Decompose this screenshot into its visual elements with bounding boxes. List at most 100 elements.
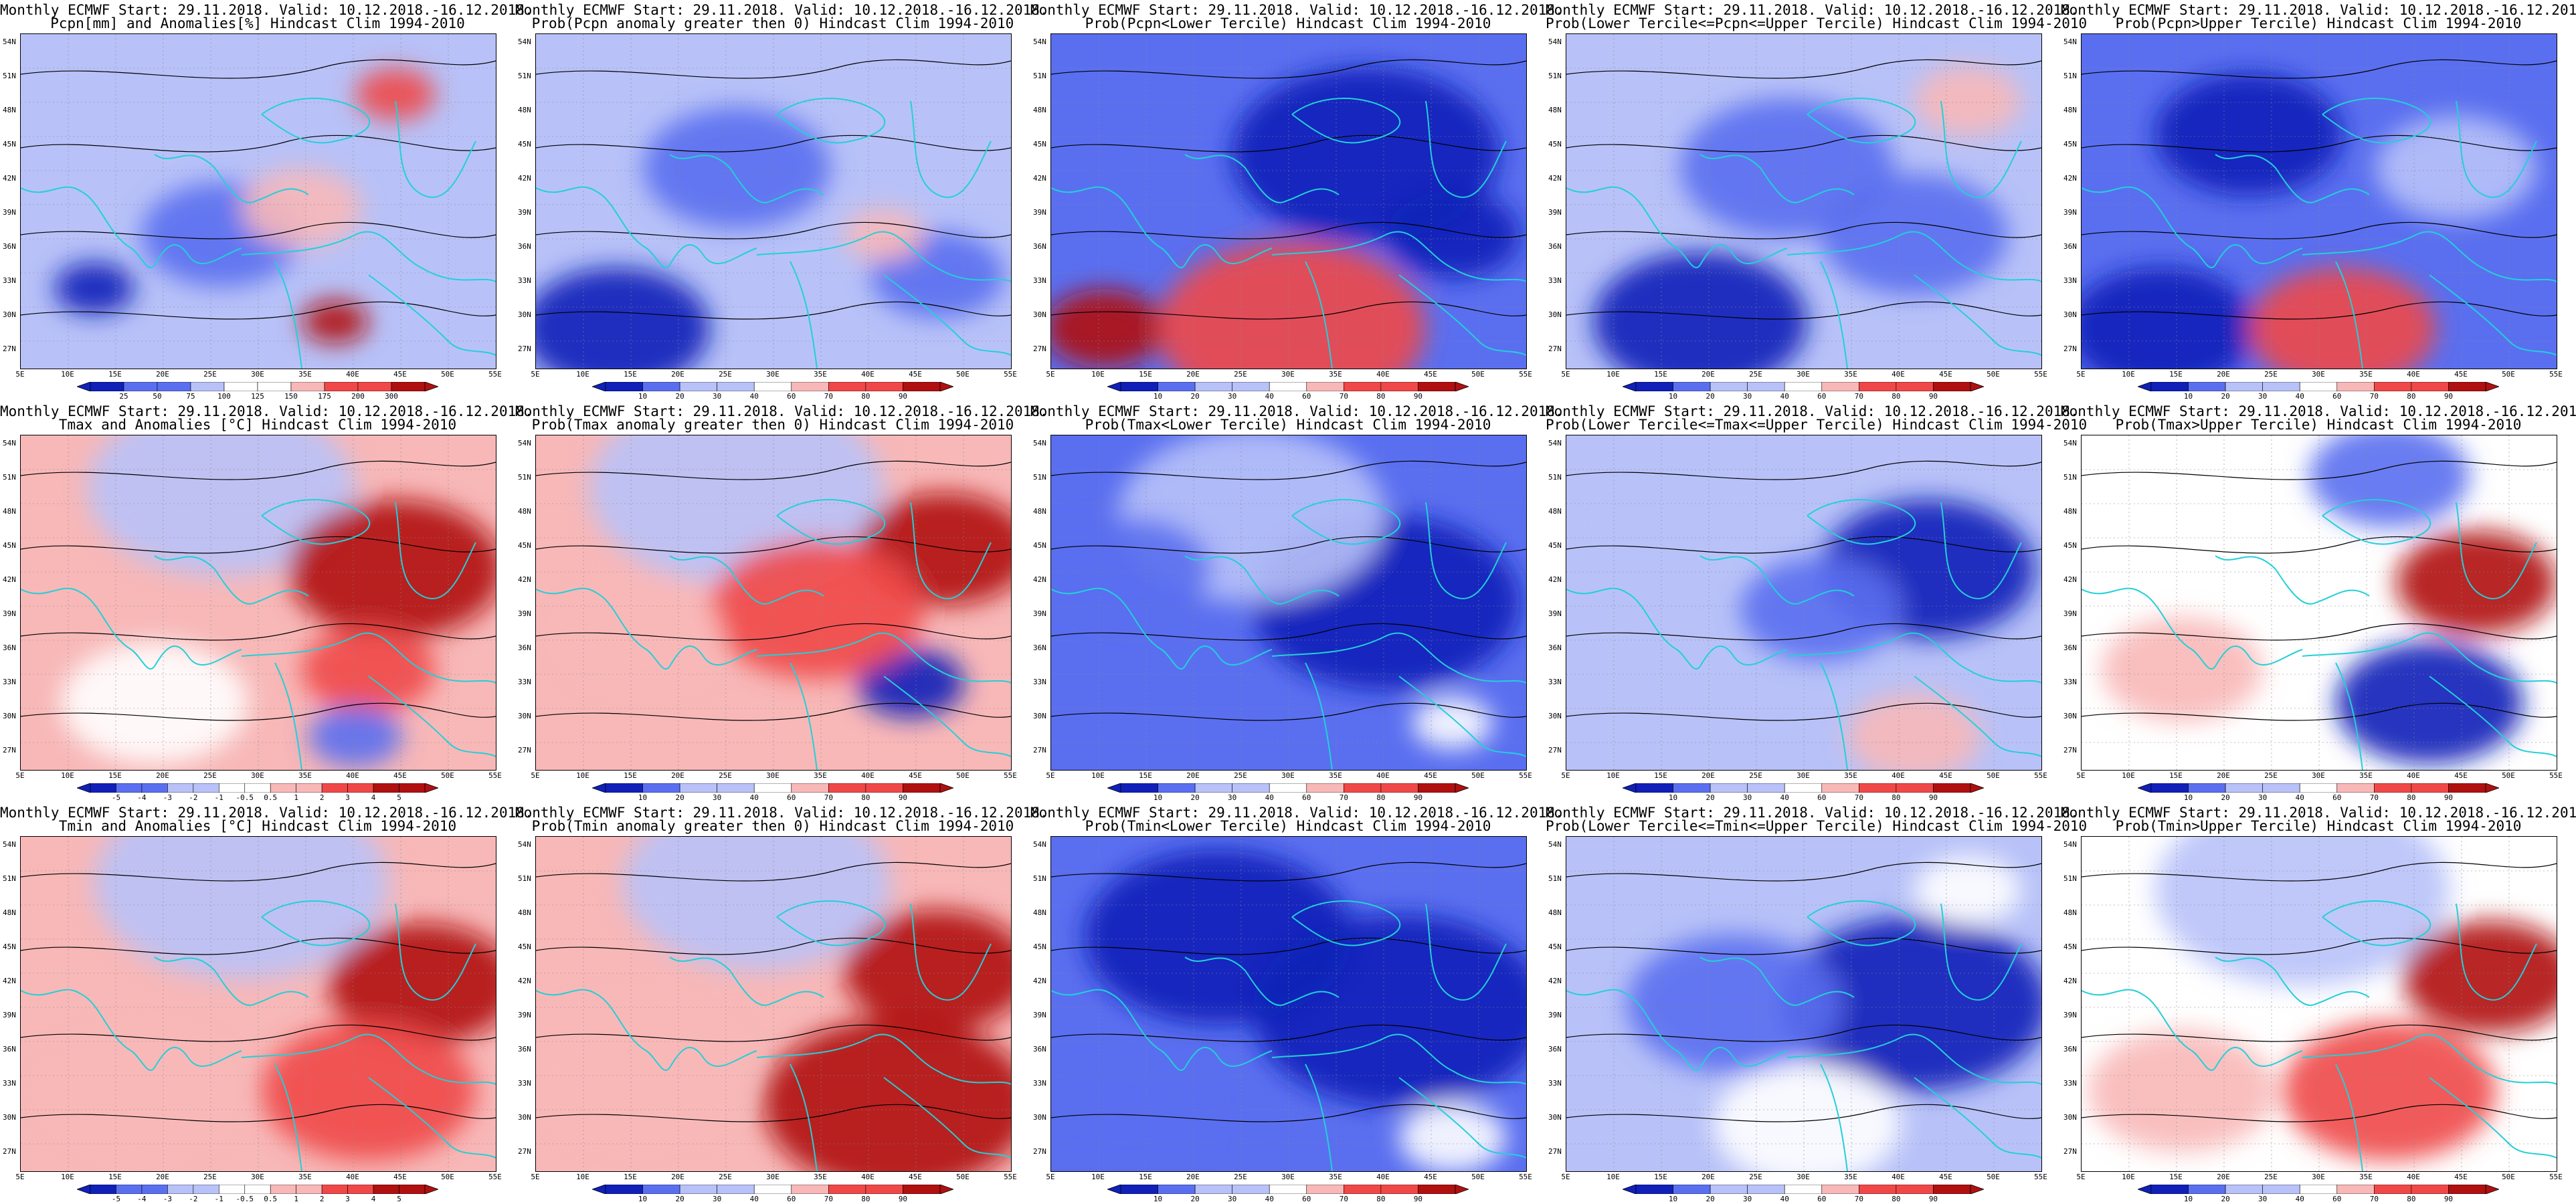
coastline (2082, 186, 2303, 269)
coastline (910, 502, 992, 599)
longitude-label: 25E (2264, 370, 2278, 379)
contour-line (2082, 221, 2557, 239)
colorbar (1107, 1185, 1469, 1194)
colorbar-label: 40 (749, 1195, 759, 1203)
colorbar-label: 80 (1892, 1195, 1901, 1203)
colorbar-label: 30 (2258, 1195, 2268, 1203)
longitude-label: 50E (1987, 771, 2000, 780)
panel-title-line1: Monthly ECMWF Start: 29.11.2018. Valid: … (515, 403, 1048, 419)
latitude-label: 39N (3, 609, 16, 618)
colorbar (592, 1185, 953, 1194)
latitude-label: 48N (2063, 106, 2077, 114)
map-panel: Monthly ECMWF Start: 29.11.2018. Valid: … (515, 803, 1048, 1204)
longitude-label: 40E (1376, 370, 1390, 379)
colorbar-segment (828, 783, 866, 793)
colorbar-segment (903, 382, 941, 391)
panel-title-line2: Prob(Lower Tercile<=Tmax<=Upper Tercile)… (1546, 417, 2088, 433)
colorbar-segment (1821, 1185, 1859, 1194)
coastline (1820, 662, 1848, 770)
longitude-label: 5E (2076, 1173, 2086, 1181)
colorbar-segment (679, 1185, 717, 1194)
coastline (776, 98, 886, 144)
colorbar-segment (270, 783, 296, 793)
longitude-label: 50E (2502, 1173, 2515, 1181)
coastline (2322, 499, 2431, 545)
latitude-label: 27N (3, 344, 16, 353)
colorbar-segment (1380, 783, 1418, 793)
coastline (2335, 1064, 2363, 1171)
longitude-label: 40E (2407, 771, 2420, 780)
latitude-label: 36N (1548, 242, 1562, 251)
field-region (763, 1017, 1011, 1171)
panel-title-line1: Monthly ECMWF Start: 29.11.2018. Valid: … (1546, 403, 2079, 419)
panel-title-line2: Prob(Tmin>Upper Tercile) Hindcast Clim 1… (2115, 818, 2522, 834)
latitude-label: 54N (1033, 439, 1046, 447)
panel-title-line2: Prob(Pcpn anomaly greater then 0) Hindca… (531, 15, 1014, 31)
colorbar-label: 5 (397, 1195, 401, 1203)
latitude-label: 42N (3, 977, 16, 985)
latitude-label: 54N (2063, 840, 2077, 849)
colorbar-high-arrow (1970, 382, 1984, 391)
colorbar-segment (1380, 382, 1418, 391)
longitude-label: 50E (441, 370, 454, 379)
map-plot-area (1566, 836, 2042, 1172)
longitude-label: 5E (1046, 1173, 1055, 1181)
coastline (1940, 903, 2022, 1001)
colorbar-label: 70 (1854, 1195, 1863, 1203)
map-plot-area (1566, 33, 2042, 369)
map-plot-area (20, 435, 496, 771)
colorbar-label: 20 (1190, 392, 1200, 401)
longitude-label: 10E (61, 1173, 74, 1181)
coastline (2322, 900, 2431, 946)
colorbar-label: 10 (638, 392, 648, 401)
coastline (21, 587, 242, 670)
colorbar (2138, 783, 2499, 793)
longitude-label: 30E (1797, 1173, 1810, 1181)
longitude-label: 5E (1561, 771, 1570, 780)
latitude-label: 51N (1033, 874, 1046, 883)
colorbar-segment (2188, 1185, 2226, 1194)
panel-title-line2: Prob(Pcpn>Upper Tercile) Hindcast Clim 1… (2115, 15, 2522, 31)
longitude-label: 20E (2217, 370, 2230, 379)
latitude-label: 36N (518, 643, 531, 652)
contour-line (21, 1024, 496, 1042)
panel-title-line2: Prob(Lower Tercile<=Tmin<=Upper Tercile)… (1546, 818, 2088, 834)
longitude-label: 30E (1281, 771, 1295, 780)
longitude-label: 55E (1519, 370, 1532, 379)
longitude-label: 25E (1749, 771, 1762, 780)
coastline (536, 989, 757, 1072)
colorbar-label: 70 (2369, 1195, 2379, 1203)
latitude-label: 54N (518, 840, 531, 849)
colorbar-label: 80 (1376, 392, 1386, 401)
latitude-label: 42N (518, 174, 531, 183)
coastline (756, 632, 1011, 684)
colorbar-label: 70 (824, 1195, 833, 1203)
colorbar-label: 60 (1817, 793, 1827, 802)
colorbar-label: 80 (1376, 793, 1386, 802)
latitude-label: 27N (1548, 746, 1562, 755)
colorbar-label: 70 (1339, 392, 1348, 401)
colorbar-segment (1120, 1185, 1158, 1194)
colorbar-label: 30 (1228, 793, 1237, 802)
contour-line (536, 134, 1011, 153)
latitude-label: 33N (1033, 276, 1046, 285)
colorbar-segment (373, 1185, 399, 1194)
coastline (2215, 154, 2370, 203)
colorbar-high-arrow (424, 382, 438, 391)
colorbar-segment (1673, 382, 1711, 391)
colorbar-label: 80 (2407, 392, 2416, 401)
map-plot-area (2081, 33, 2557, 369)
coastline (1425, 100, 1507, 198)
colorbar-label: 300 (385, 392, 398, 401)
longitude-label: 5E (1561, 370, 1570, 379)
colorbar-label: 10 (1153, 793, 1163, 802)
field-region (1914, 856, 2021, 925)
colorbar-segment (219, 783, 246, 793)
field-region (536, 1001, 743, 1140)
longitude-label: 20E (2217, 771, 2230, 780)
colorbar-segment (642, 783, 680, 793)
longitude-label: 55E (1004, 370, 1017, 379)
colorbar-segment (1232, 783, 1270, 793)
latitude-label: 39N (518, 609, 531, 618)
field-region (1412, 697, 1493, 749)
